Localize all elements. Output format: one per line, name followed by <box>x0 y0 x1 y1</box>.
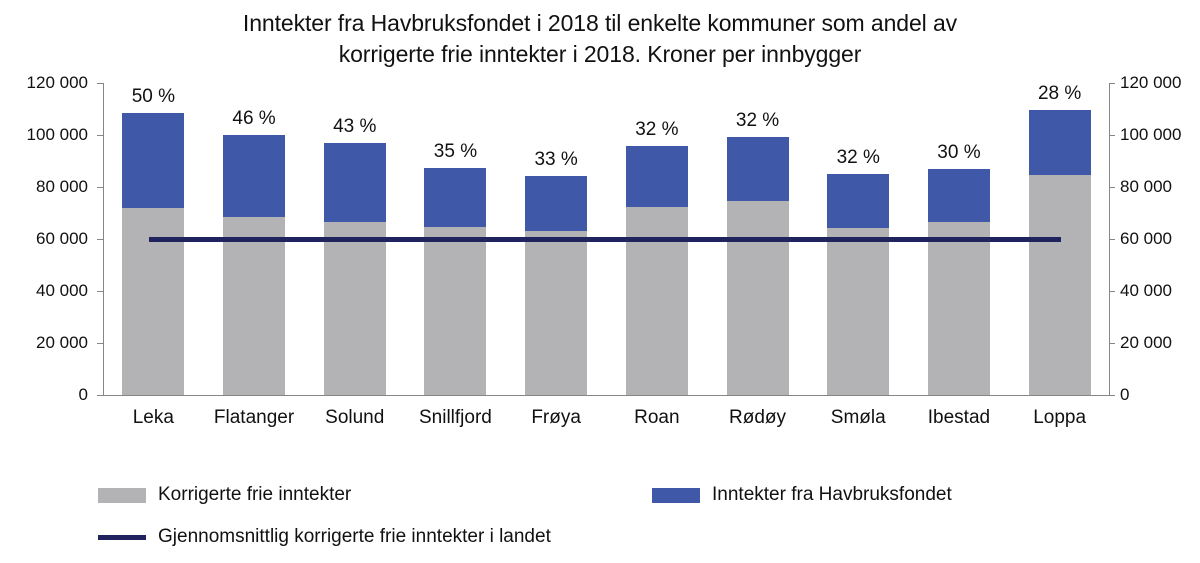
y-tick-right <box>1109 83 1115 84</box>
bar-data-label: 28 % <box>1037 83 1082 105</box>
bar-segment-korrigerte <box>424 227 487 395</box>
legend-item-inntekter-fra-havbruksfondet[interactable]: Inntekter fra Havbruksfondet <box>652 484 952 506</box>
y-tick-right <box>1109 291 1115 292</box>
legend-line-icon-gjennomsnitt <box>98 534 146 540</box>
y-tick-right <box>1109 239 1115 240</box>
chart-legend: Korrigerte frie inntekter Inntekter fra … <box>0 470 1200 560</box>
y-tick-label-left: 40 000 <box>36 281 88 300</box>
y-tick-label-left: 80 000 <box>36 177 88 196</box>
bar-data-label: 32 % <box>635 118 679 140</box>
bar-segment-havbruksfondet <box>525 176 588 231</box>
legend-label-korrigerte: Korrigerte frie inntekter <box>158 484 352 505</box>
x-axis-label-loppa: Loppa <box>1033 407 1087 428</box>
bar-frøya[interactable] <box>525 176 588 395</box>
y-tick-left <box>97 187 103 188</box>
bar-segment-havbruksfondet <box>927 169 990 223</box>
bar-data-label: 43 % <box>333 116 377 138</box>
bar-data-label: 30 % <box>937 142 981 164</box>
y-tick-right <box>1109 135 1115 136</box>
legend-label-gjennomsnitt: Gjennomsnittlig korrigerte frie inntekte… <box>158 526 551 547</box>
y-tick-label-left: 100 000 <box>26 125 88 144</box>
bar-segment-korrigerte <box>827 228 890 395</box>
bar-data-label: 33 % <box>534 149 578 171</box>
bar-data-label: 35 % <box>433 141 478 163</box>
bar-segment-korrigerte <box>223 216 286 395</box>
legend-label-havbruksfondet: Inntekter fra Havbruksfondet <box>712 484 952 505</box>
x-axis-label-solund: Solund <box>325 407 385 428</box>
y-tick-right <box>1109 395 1115 396</box>
legend-item-gjennomsnittlig-korrigerte-frie-inntekter[interactable]: Gjennomsnittlig korrigerte frie inntekte… <box>98 526 551 548</box>
x-axis-label-ibestad: Ibestad <box>927 407 991 428</box>
bar-segment-havbruksfondet <box>625 145 688 208</box>
y-tick-right <box>1109 187 1115 188</box>
bar-smøla[interactable] <box>827 174 890 395</box>
bar-segment-havbruksfondet <box>323 143 386 223</box>
axis-left-line <box>103 83 104 395</box>
y-tick-label-right: 100 000 <box>1120 125 1182 144</box>
y-tick-left <box>97 83 103 84</box>
y-tick-label-right: 40 000 <box>1120 281 1172 300</box>
y-tick-label-left: 20 000 <box>36 333 88 352</box>
bar-segment-havbruksfondet <box>223 135 286 217</box>
y-tick-left <box>97 239 103 240</box>
legend-item-korrigerte-frie-inntekter[interactable]: Korrigerte frie inntekter <box>98 484 351 506</box>
x-axis-label-rødøy: Rødøy <box>729 407 787 428</box>
bar-segment-havbruksfondet <box>827 174 890 229</box>
y-tick-right <box>1109 343 1115 344</box>
y-tick-label-right: 80 000 <box>1120 177 1172 196</box>
bar-data-label: 32 % <box>836 147 880 168</box>
chart-title: Inntekter fra Havbruksfondet i 2018 til … <box>242 10 958 67</box>
x-axis-label-roan: Roan <box>634 407 680 428</box>
legend-swatch-icon-havbruksfondet <box>652 487 700 503</box>
x-axis-label-frøya: Frøya <box>531 407 581 428</box>
y-tick-left <box>97 395 103 396</box>
bar-leka[interactable] <box>122 113 185 395</box>
bar-data-label: 46 % <box>232 108 276 129</box>
legend-swatch-icon-korrigerte <box>98 487 146 503</box>
bar-segment-havbruksfondet <box>726 137 789 202</box>
axis-bottom-line <box>103 395 1110 396</box>
y-tick-label-right: 20 000 <box>1120 333 1172 352</box>
average-threshold-line <box>149 237 1061 242</box>
plot-area: 50 % 46 % 43 % 35 % 33 % 32 % 32 % 32 % 30 % 28 % <box>97 83 1115 396</box>
bar-rødøy[interactable] <box>726 137 789 395</box>
bar-segment-korrigerte <box>726 201 789 395</box>
y-tick-left <box>97 291 103 292</box>
y-tick-label-left: 0 <box>78 385 88 404</box>
bar-segment-havbruksfondet <box>424 168 487 228</box>
x-axis-label-flatanger: Flatanger <box>213 407 295 428</box>
y-tick-label-right: 0 <box>1120 385 1130 404</box>
bar-segment-havbruksfondet <box>122 113 185 209</box>
x-axis-label-leka: Leka <box>132 407 174 428</box>
x-axis-label-snillfjord: Snillfjord <box>419 407 492 428</box>
bar-segment-korrigerte <box>323 222 386 395</box>
bar-segment-korrigerte <box>625 207 688 395</box>
bar-segment-korrigerte <box>1028 175 1091 395</box>
y-tick-label-left: 60 000 <box>36 229 88 248</box>
y-tick-label-left: 120 000 <box>26 73 88 92</box>
bar-segment-korrigerte <box>525 230 588 395</box>
y-tick-label-right: 60 000 <box>1120 229 1172 248</box>
bar-segment-havbruksfondet <box>1028 110 1091 176</box>
bar-loppa[interactable] <box>1028 110 1091 395</box>
bar-ibestad[interactable] <box>927 169 990 395</box>
bar-roan[interactable] <box>625 145 688 395</box>
y-tick-left <box>97 135 103 136</box>
bar-snillfjord[interactable] <box>424 168 487 395</box>
y-tick-left <box>97 343 103 344</box>
bar-segment-korrigerte <box>927 222 990 395</box>
x-axis-label-smøla: Smøla <box>830 407 886 428</box>
bar-data-label: 50 % <box>131 86 175 108</box>
bar-flatanger[interactable] <box>223 135 286 395</box>
bar-solund[interactable] <box>323 143 386 395</box>
bar-data-label: 32 % <box>735 110 780 132</box>
y-tick-label-right: 120 000 <box>1120 73 1182 92</box>
